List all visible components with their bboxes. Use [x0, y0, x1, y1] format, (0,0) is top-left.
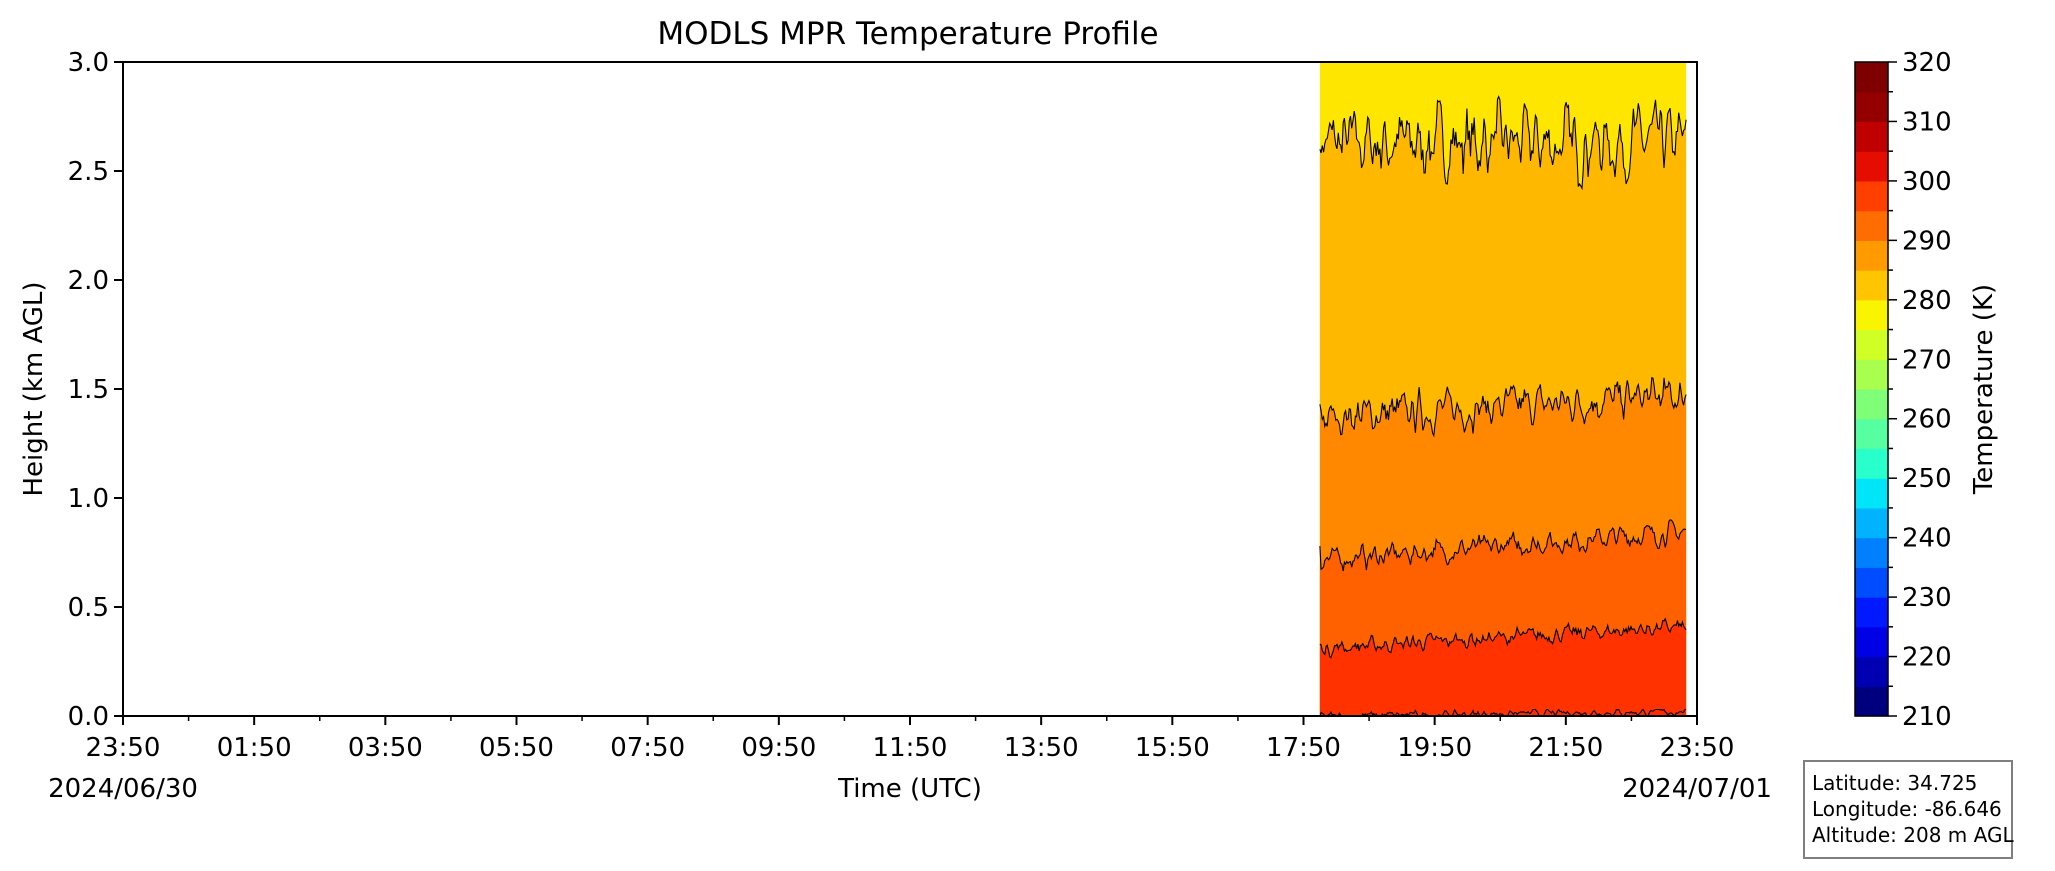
x-tick-label: 19:50 [1397, 733, 1472, 763]
y-tick-label: 3.0 [68, 48, 109, 78]
station-info-box: Latitude: 34.725 Longitude: -86.646 Alti… [1803, 760, 2014, 859]
colorbar-segment [1855, 151, 1888, 182]
colorbar-segment [1855, 270, 1888, 301]
x-tick-label: 15:50 [1135, 733, 1210, 763]
y-tick-label: 2.0 [68, 266, 109, 296]
colorbar-tick-label: 220 [1902, 643, 1952, 673]
colorbar-tick-label: 300 [1902, 167, 1952, 197]
colorbar-segment [1855, 299, 1888, 331]
colorbar-segment [1855, 121, 1888, 152]
colorbar-segment [1855, 180, 1888, 212]
y-axis: 0.0 0.5 1.0 1.5 2.0 2.5 3.0 [68, 48, 123, 732]
colorbar-label: Temperature (K) [1969, 284, 1999, 495]
colorbar-tick-label: 260 [1902, 405, 1952, 435]
colorbar-segment [1855, 240, 1888, 271]
x-axis-label: Time (UTC) [837, 774, 982, 804]
x-date-end-label: 2024/07/01 [1622, 774, 1772, 804]
colorbar-segment [1855, 91, 1888, 123]
chart-title: MODLS MPR Temperature Profile [657, 16, 1158, 52]
colorbar-segment [1855, 507, 1888, 539]
colorbar-segment [1855, 656, 1888, 687]
colorbar-segment [1855, 418, 1888, 450]
colorbar-tick-label: 290 [1902, 226, 1952, 256]
x-date-start-label: 2024/06/30 [48, 774, 198, 804]
colorbar-segment [1855, 537, 1888, 568]
colorbar-tick-label: 250 [1902, 464, 1952, 494]
x-tick-label: 07:50 [610, 733, 685, 763]
colorbar-segment [1855, 62, 1888, 93]
colorbar-tick-label: 280 [1902, 286, 1952, 316]
colorbar-segment [1855, 359, 1888, 390]
y-tick-label: 0.0 [68, 702, 109, 732]
colorbar: 210 220 230 240 250 260 270 280 290 300 310 320 [1854, 48, 1952, 732]
colorbar-segment [1855, 448, 1888, 479]
colorbar-tick-label: 310 [1902, 107, 1952, 137]
contour-line-280 [1319, 95, 1687, 191]
colorbar-tick-label: 320 [1902, 48, 1952, 78]
y-tick-label: 1.5 [68, 375, 109, 405]
x-tick-label: 23:50 [1660, 733, 1735, 763]
colorbar-segment [1855, 686, 1888, 717]
contour-line-285 [1319, 377, 1687, 438]
x-tick-label: 13:50 [1004, 733, 1079, 763]
y-axis-label: Height (km AGL) [19, 281, 49, 496]
y-tick-label: 0.5 [68, 593, 109, 623]
contour-line-290 [1319, 519, 1687, 572]
colorbar-segment [1855, 329, 1888, 360]
colorbar-segment [1855, 210, 1888, 241]
colorbar-segment [1855, 597, 1888, 628]
colorbar-tick-label: 230 [1902, 583, 1952, 613]
info-longitude: Longitude: -86.646 [1812, 797, 2002, 821]
temperature-field [1319, 62, 1687, 717]
x-tick-label: 09:50 [741, 733, 816, 763]
colorbar-segment [1855, 626, 1888, 658]
temperature-band-300 [1319, 709, 1687, 716]
y-tick-label: 2.5 [68, 157, 109, 187]
x-tick-label: 21:50 [1528, 733, 1603, 763]
colorbar-segment [1855, 567, 1888, 598]
colorbar-segment [1855, 478, 1888, 509]
plot-area [122, 61, 1698, 718]
colorbar-tick-label: 270 [1902, 345, 1952, 375]
info-altitude: Altitude: 208 m AGL [1812, 823, 2014, 847]
x-axis: 23:50 01:50 03:50 05:50 07:50 09:50 11:50 13:50… [86, 716, 1735, 763]
x-tick-label: 03:50 [348, 733, 423, 763]
x-tick-label: 11:50 [873, 733, 948, 763]
x-tick-label: 17:50 [1266, 733, 1341, 763]
y-tick-label: 1.0 [68, 484, 109, 514]
colorbar-segment [1855, 389, 1888, 420]
x-tick-label: 23:50 [86, 733, 161, 763]
info-latitude: Latitude: 34.725 [1812, 771, 1977, 795]
colorbar-tick-label: 240 [1902, 524, 1952, 554]
x-tick-label: 05:50 [479, 733, 554, 763]
x-tick-label: 01:50 [217, 733, 292, 763]
colorbar-tick-label: 210 [1902, 702, 1952, 732]
info-box-frame [1803, 760, 2013, 859]
contour-line-295 [1319, 617, 1687, 659]
